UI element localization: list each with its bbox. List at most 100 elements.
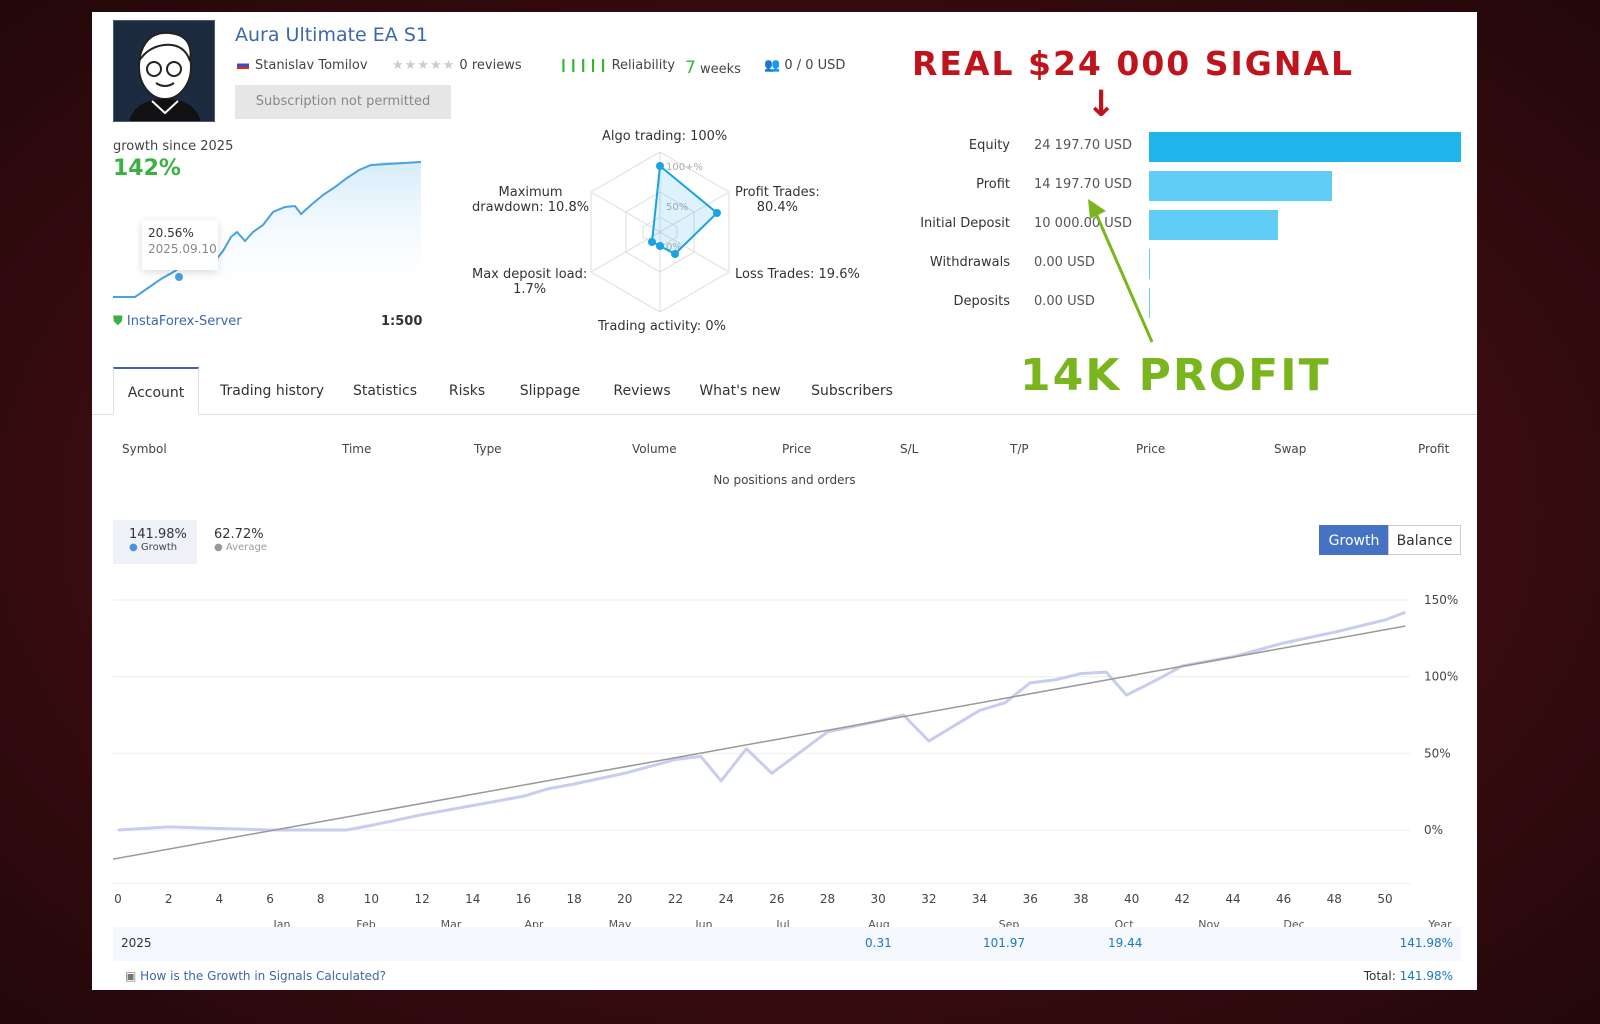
growth-help-link[interactable]: ▣ How is the Growth in Signals Calculate… <box>125 969 387 983</box>
balance-bar <box>1149 249 1150 279</box>
year-total-value[interactable]: 141.98% <box>1399 936 1453 950</box>
leverage: 1:500 <box>381 314 423 329</box>
x-tick-label: 30 <box>871 892 886 906</box>
server-link[interactable]: ⛊ InstaForex-Server <box>113 314 242 329</box>
empty-table-message: No positions and orders <box>713 473 856 487</box>
growth-series-line <box>117 610 1406 832</box>
rating[interactable]: ★★★★★ 0 reviews <box>392 58 522 73</box>
radar-loss-label: Loss Trades: 19.6% <box>735 267 860 282</box>
y-tick-label: 50% <box>1424 746 1451 760</box>
tab-subscribers[interactable]: Subscribers <box>811 383 893 399</box>
column-header: Time <box>342 442 372 456</box>
ring-50-label: 50% <box>666 202 688 213</box>
x-tick-label: 46 <box>1276 892 1291 906</box>
x-tick-label: 0 <box>114 892 122 906</box>
y-tick-label: 0% <box>1424 823 1443 837</box>
x-tick-label: 12 <box>414 892 429 906</box>
y-tick-label: 100% <box>1424 670 1458 684</box>
year-sep-value[interactable]: 101.97 <box>983 936 1025 950</box>
radar-drawdown-label: Maximum drawdown: 10.8% <box>472 185 590 215</box>
balance-button[interactable]: Balance <box>1388 525 1461 555</box>
balance-value: 0.00 USD <box>1034 255 1095 270</box>
balance-value: 24 197.70 USD <box>1034 138 1133 153</box>
legend-average[interactable]: 62.72% ● Average <box>214 527 267 553</box>
author[interactable]: Stanislav Tomilov <box>237 58 368 73</box>
x-tick-label: 6 <box>266 892 274 906</box>
x-tick-label: 50 <box>1377 892 1392 906</box>
balance-label: Profit <box>976 177 1010 192</box>
tab-what-s-new[interactable]: What's new <box>699 383 781 399</box>
tab-bar: Account Trading history Statistics Risks Sli… <box>92 367 1477 415</box>
x-tick-label: 14 <box>465 892 480 906</box>
year-oct-value[interactable]: 19.44 <box>1108 936 1143 950</box>
tab-slippage[interactable]: Slippage <box>519 383 581 399</box>
column-header: S/L <box>900 442 919 456</box>
balance-bar <box>1149 132 1461 162</box>
signal-title[interactable]: Aura Ultimate EA S1 <box>235 24 428 46</box>
tab-risks[interactable]: Risks <box>448 383 486 399</box>
radar-algo-label: Algo trading: 100% <box>602 129 728 144</box>
column-header: Type <box>474 442 502 456</box>
radar-chart: 100+% 50% 0% <box>590 151 730 313</box>
growth-chart: 150%100%50%0%0 2 4 6 8 10 12 14 16 18 20 22 24 26 28 30… <box>112 593 1458 931</box>
x-tick-label: 48 <box>1327 892 1342 906</box>
average-trend-line <box>112 625 1406 860</box>
x-tick-label: 24 <box>719 892 734 906</box>
average-dot-icon: ● <box>214 542 223 553</box>
ring-100-label: 100+% <box>666 162 703 173</box>
reliability-bars-icon: ❙❙❙❙❙ <box>558 58 608 73</box>
balance-label: Equity <box>968 138 1010 153</box>
x-tick-label: 18 <box>566 892 581 906</box>
x-tick-label: 2 <box>165 892 173 906</box>
growth-value: 142% <box>113 156 181 181</box>
x-tick-label: 36 <box>1023 892 1038 906</box>
balance-bar <box>1149 288 1150 318</box>
year-label: 2025 <box>121 936 152 950</box>
subscribe-button[interactable]: Subscription not permitted <box>235 85 451 119</box>
arrow-down-icon: ↓ <box>1086 84 1117 125</box>
users-icon: 👥 <box>764 58 781 73</box>
total-growth: Total: 141.98% <box>1363 969 1453 983</box>
weeks: 7 weeks <box>685 58 741 78</box>
arrow-up-icon <box>1088 199 1154 343</box>
signal-panel: Aura Ultimate EA S1 Stanislav Tomilov ★★… <box>92 12 1477 990</box>
balance-bar <box>1149 210 1278 240</box>
x-tick-label: 8 <box>317 892 325 906</box>
annotation-real-signal: REAL $24 000 SIGNAL <box>912 44 1355 83</box>
x-tick-label: 44 <box>1225 892 1240 906</box>
x-tick-label: 20 <box>617 892 632 906</box>
x-tick-label: 4 <box>216 892 224 906</box>
radar-profit-label: Profit Trades: 80.4% <box>735 185 820 215</box>
annotation-profit: 14K PROFIT <box>1020 350 1331 401</box>
radar-load-label: Max deposit load: 1.7% <box>472 267 588 297</box>
x-tick-label: 38 <box>1073 892 1088 906</box>
tab-statistics[interactable]: Statistics <box>353 383 417 399</box>
balance-value: 0.00 USD <box>1034 294 1095 309</box>
balance-bar <box>1149 171 1333 201</box>
year-aug-value[interactable]: 0.31 <box>865 936 892 950</box>
growth-button[interactable]: Growth <box>1319 525 1389 555</box>
book-icon: ▣ <box>125 969 137 983</box>
tab-account[interactable]: Account <box>113 367 199 415</box>
subscribers: 👥 0 / 0 USD <box>764 58 846 73</box>
x-tick-label: 34 <box>972 892 987 906</box>
growth-dot-icon: ● <box>129 542 138 553</box>
mini-chart-tooltip: 20.56% 2025.09.10 <box>142 220 218 270</box>
balance-value: 10 000.00 USD <box>1034 216 1133 231</box>
balance-label: Deposits <box>953 294 1010 309</box>
tab-reviews[interactable]: Reviews <box>613 383 671 399</box>
tab-trading-history[interactable]: Trading history <box>220 383 324 399</box>
column-header: Swap <box>1274 442 1307 456</box>
x-tick-label: 16 <box>516 892 531 906</box>
x-tick-label: 10 <box>364 892 379 906</box>
year-row: 2025 0.31 101.97 19.44 141.98% <box>113 927 1461 961</box>
column-header: Symbol <box>122 442 167 456</box>
legend-growth[interactable]: 141.98% ● Growth <box>113 520 197 564</box>
shield-check-icon: ⛊ <box>113 314 123 329</box>
x-tick-label: 28 <box>820 892 835 906</box>
x-tick-label: 22 <box>668 892 683 906</box>
column-header: Volume <box>632 442 677 456</box>
reliability: ❙❙❙❙❙ Reliability <box>558 58 676 73</box>
radar-activity-label: Trading activity: 0% <box>598 319 726 334</box>
russia-flag-icon <box>237 61 249 69</box>
